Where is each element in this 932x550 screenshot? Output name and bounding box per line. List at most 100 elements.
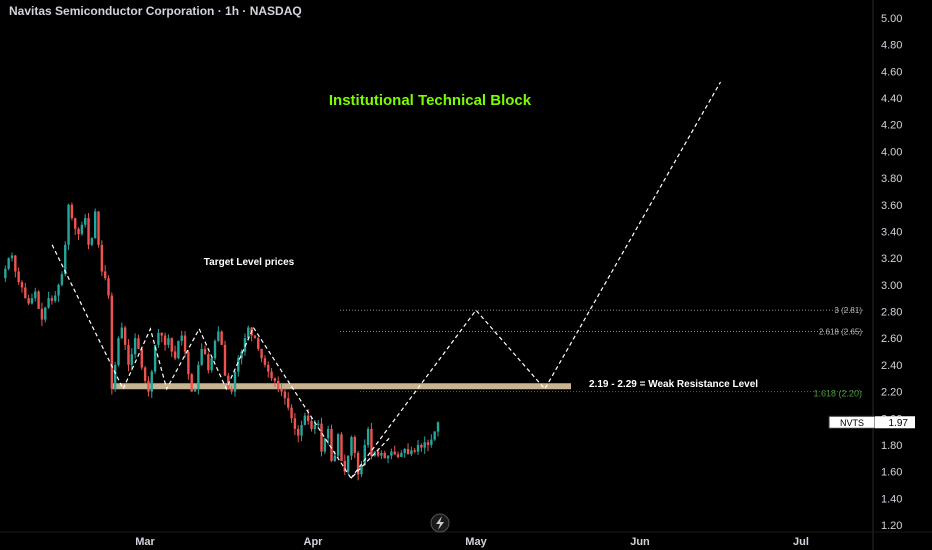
candle-body: [157, 332, 160, 345]
symbol-title: Navitas Semiconductor Corporation · 1h ·…: [9, 4, 302, 18]
candle-body: [50, 298, 54, 301]
y-tick-label: 2.40: [881, 360, 902, 372]
candle-body: [243, 338, 247, 352]
candle-body: [37, 291, 40, 309]
projection-path[interactable]: [350, 81, 722, 479]
candle-body: [306, 415, 310, 421]
candle-body: [57, 284, 60, 296]
candle-body: [290, 407, 293, 419]
candle-body: [60, 274, 64, 285]
candle-body: [187, 351, 190, 375]
candle-body: [366, 428, 370, 445]
candle-body: [77, 228, 80, 235]
candle-body: [207, 354, 210, 371]
candle-body: [24, 287, 27, 299]
pattern-path[interactable]: [51, 244, 390, 480]
candle-body: [433, 431, 436, 440]
candle-body: [127, 344, 130, 365]
candle-body: [67, 204, 70, 245]
candle-body: [97, 211, 100, 245]
candle-body: [213, 340, 217, 359]
ticker-price: 1.97: [889, 418, 909, 429]
candle-body: [386, 455, 390, 459]
candle-body: [310, 420, 313, 429]
candle-body: [253, 335, 257, 339]
candle-body: [64, 244, 67, 275]
candle-body: [380, 452, 383, 456]
candle-body: [343, 460, 347, 472]
candle-body: [330, 428, 333, 461]
x-tick-label: Jul: [793, 536, 809, 548]
candle-body: [84, 218, 87, 225]
y-tick-label: 3.00: [881, 280, 902, 292]
weak-resistance-label: 2.19 - 2.29 = Weak Resistance Level: [589, 379, 758, 390]
candle-body: [240, 351, 243, 359]
candle-body: [27, 298, 30, 304]
candle-body: [217, 331, 220, 341]
candle-body: [93, 211, 97, 239]
candle-body: [416, 444, 420, 452]
candle-body: [360, 464, 363, 475]
candle-body: [54, 295, 57, 301]
candle-body: [180, 335, 183, 341]
main-title: Institutional Technical Block: [329, 92, 532, 109]
candle-body: [336, 434, 340, 456]
candle-body: [356, 452, 360, 475]
y-tick-label: 1.20: [881, 520, 902, 532]
y-tick-label: 3.40: [881, 226, 902, 238]
candle-body: [153, 344, 157, 372]
y-tick-label: 1.60: [881, 467, 902, 479]
candle-body: [277, 380, 280, 389]
candle-body: [333, 455, 337, 461]
y-tick-label: 1.80: [881, 440, 902, 452]
candle-body: [137, 338, 140, 349]
lightning-icon[interactable]: [430, 513, 450, 533]
candle-body: [227, 375, 230, 389]
candle-body: [110, 295, 114, 389]
candle-body: [10, 255, 14, 259]
candle-body: [4, 268, 7, 279]
candle-body: [323, 438, 327, 452]
y-tick-label: 3.80: [881, 173, 902, 185]
target-level-label: Target Level prices: [204, 257, 295, 268]
candle-body: [170, 338, 173, 352]
y-tick-label: 3.20: [881, 253, 902, 265]
y-tick-label: 4.20: [881, 120, 902, 132]
candle-body: [293, 418, 297, 429]
candle-body: [150, 371, 153, 392]
candle-body: [260, 348, 263, 359]
candle-body: [383, 452, 386, 459]
candle-body: [420, 444, 423, 448]
candle-body: [47, 298, 50, 308]
candle-body: [34, 291, 37, 299]
candle-body: [193, 388, 197, 392]
candle-body: [7, 258, 10, 269]
candle-body: [426, 442, 430, 445]
current-price-tag: NVTS 1.97: [828, 415, 915, 429]
candle-body: [30, 298, 34, 304]
candle-body: [297, 428, 300, 436]
candle-body: [123, 327, 127, 345]
candle-body: [413, 450, 416, 452]
candle-body: [340, 434, 343, 461]
candle-body: [326, 428, 330, 439]
price-axis[interactable]: 5.00 4.80 4.60 4.40 4.20 4.00 3.80 3.60 3.40 3.20…: [881, 13, 902, 532]
candle-body: [376, 451, 380, 456]
time-axis[interactable]: Mar Apr May Jun Jul: [135, 536, 809, 548]
candle-body: [107, 278, 110, 296]
candle-body: [257, 338, 260, 349]
candle-body: [316, 423, 320, 425]
candle-body: [103, 271, 107, 279]
candle-body: [430, 439, 433, 445]
candle-body: [167, 338, 170, 345]
candle-body: [393, 451, 396, 455]
candle-body: [210, 358, 213, 371]
y-tick-label: 4.40: [881, 93, 902, 105]
fib-level-2618-label: 2.618 (2.65): [819, 328, 862, 337]
weak-resistance-zone[interactable]: [112, 383, 571, 390]
candle-body: [300, 424, 303, 436]
candle-body: [163, 335, 167, 345]
ticker-price-box: [875, 416, 915, 429]
y-tick-label: 2.20: [881, 387, 902, 399]
